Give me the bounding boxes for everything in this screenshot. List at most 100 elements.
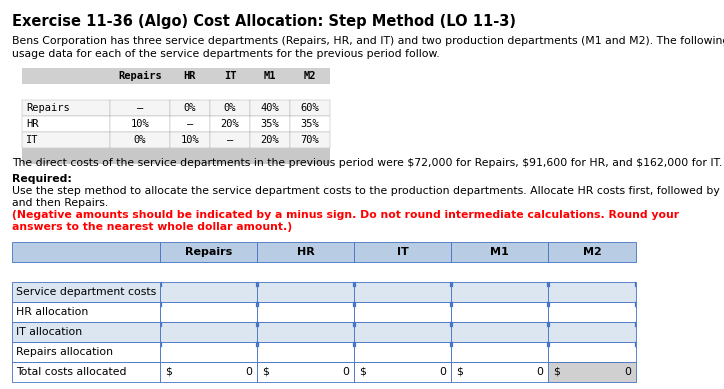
Text: 0%: 0% [224, 103, 236, 113]
Bar [110, 132, 170, 148]
Bar [12, 362, 160, 382]
Bar [257, 342, 354, 362]
Text: M1: M1 [264, 71, 277, 81]
Bar [22, 100, 110, 116]
Text: 70%: 70% [300, 135, 319, 145]
Text: Total costs allocated: Total costs allocated [16, 367, 127, 377]
Text: IT: IT [397, 247, 408, 257]
Bar [451, 342, 548, 362]
Bar [257, 282, 354, 302]
Text: HR: HR [297, 247, 314, 257]
Text: Repairs: Repairs [26, 103, 70, 113]
Bar [250, 100, 290, 116]
Text: 20%: 20% [261, 135, 279, 145]
Text: Use the step method to allocate the service department costs to the production d: Use the step method to allocate the serv… [12, 186, 724, 196]
Text: $: $ [456, 367, 463, 377]
Text: –: – [137, 103, 143, 113]
Bar [170, 68, 210, 84]
Bar [160, 362, 257, 382]
Bar [290, 68, 330, 84]
Text: –: – [187, 119, 193, 129]
Bar [110, 116, 170, 132]
Bar [354, 282, 451, 302]
Bar [548, 282, 636, 302]
Bar [354, 322, 451, 342]
Bar [12, 302, 160, 322]
Text: 0%: 0% [134, 135, 146, 145]
Text: 60%: 60% [300, 103, 319, 113]
Text: M2: M2 [304, 71, 316, 81]
Bar [250, 68, 290, 84]
Text: (Negative amounts should be indicated by a minus sign. Do not round intermediate: (Negative amounts should be indicated by… [12, 210, 679, 220]
Bar [110, 100, 170, 116]
Text: M2: M2 [583, 247, 602, 257]
Bar [451, 362, 548, 382]
Bar [354, 302, 451, 322]
Bar [257, 322, 354, 342]
Bar [354, 342, 451, 362]
Text: 35%: 35% [261, 119, 279, 129]
Bar [257, 242, 354, 262]
Bar [12, 282, 160, 302]
Text: 0: 0 [245, 367, 252, 377]
Bar [548, 362, 636, 382]
Text: 0%: 0% [184, 103, 196, 113]
Bar [210, 116, 250, 132]
Bar [22, 68, 110, 84]
Bar [160, 282, 257, 302]
Text: HR: HR [184, 71, 196, 81]
Bar [548, 302, 636, 322]
Text: $: $ [359, 367, 366, 377]
Text: 20%: 20% [221, 119, 240, 129]
Bar [290, 132, 330, 148]
Bar [354, 362, 451, 382]
Text: HR allocation: HR allocation [16, 307, 88, 317]
Bar [548, 322, 636, 342]
Bar [160, 322, 257, 342]
Bar [160, 302, 257, 322]
Text: Repairs: Repairs [185, 247, 232, 257]
Bar [22, 148, 330, 164]
Bar [160, 242, 257, 262]
Bar [250, 116, 290, 132]
Text: IT: IT [224, 71, 236, 81]
Text: usage data for each of the service departments for the previous period follow.: usage data for each of the service depar… [12, 49, 439, 59]
Text: $: $ [553, 367, 560, 377]
Bar [548, 342, 636, 362]
Text: –: – [227, 135, 233, 145]
Text: and then Repairs.: and then Repairs. [12, 198, 111, 208]
Text: 40%: 40% [261, 103, 279, 113]
Text: 10%: 10% [130, 119, 149, 129]
Text: 0: 0 [439, 367, 446, 377]
Bar [22, 116, 110, 132]
Text: M1: M1 [490, 247, 509, 257]
Text: Exercise 11-36 (Algo) Cost Allocation: Step Method (LO 11-3): Exercise 11-36 (Algo) Cost Allocation: S… [12, 14, 516, 29]
Bar [451, 322, 548, 342]
Text: Repairs: Repairs [118, 71, 162, 81]
Text: 0: 0 [342, 367, 349, 377]
Text: Service department costs: Service department costs [16, 287, 156, 297]
Bar [257, 302, 354, 322]
Bar [451, 282, 548, 302]
Text: $: $ [165, 367, 172, 377]
Bar [210, 100, 250, 116]
Text: Required:: Required: [12, 174, 72, 184]
Bar [160, 342, 257, 362]
Text: The direct costs of the service departments in the previous period were $72,000 : The direct costs of the service departme… [12, 158, 723, 168]
Bar [110, 68, 170, 84]
Bar [12, 242, 160, 262]
Text: IT allocation: IT allocation [16, 327, 82, 337]
Bar [257, 362, 354, 382]
Text: $: $ [262, 367, 269, 377]
Text: IT: IT [26, 135, 38, 145]
Bar [170, 132, 210, 148]
Bar [210, 132, 250, 148]
Bar [22, 132, 110, 148]
Bar [354, 242, 451, 262]
Text: 10%: 10% [180, 135, 199, 145]
Text: answers to the nearest whole dollar amount.): answers to the nearest whole dollar amou… [12, 222, 292, 232]
Text: Bens Corporation has three service departments (Repairs, HR, and IT) and two pro: Bens Corporation has three service depar… [12, 36, 724, 46]
Bar [12, 342, 160, 362]
Text: 35%: 35% [300, 119, 319, 129]
Bar [170, 100, 210, 116]
